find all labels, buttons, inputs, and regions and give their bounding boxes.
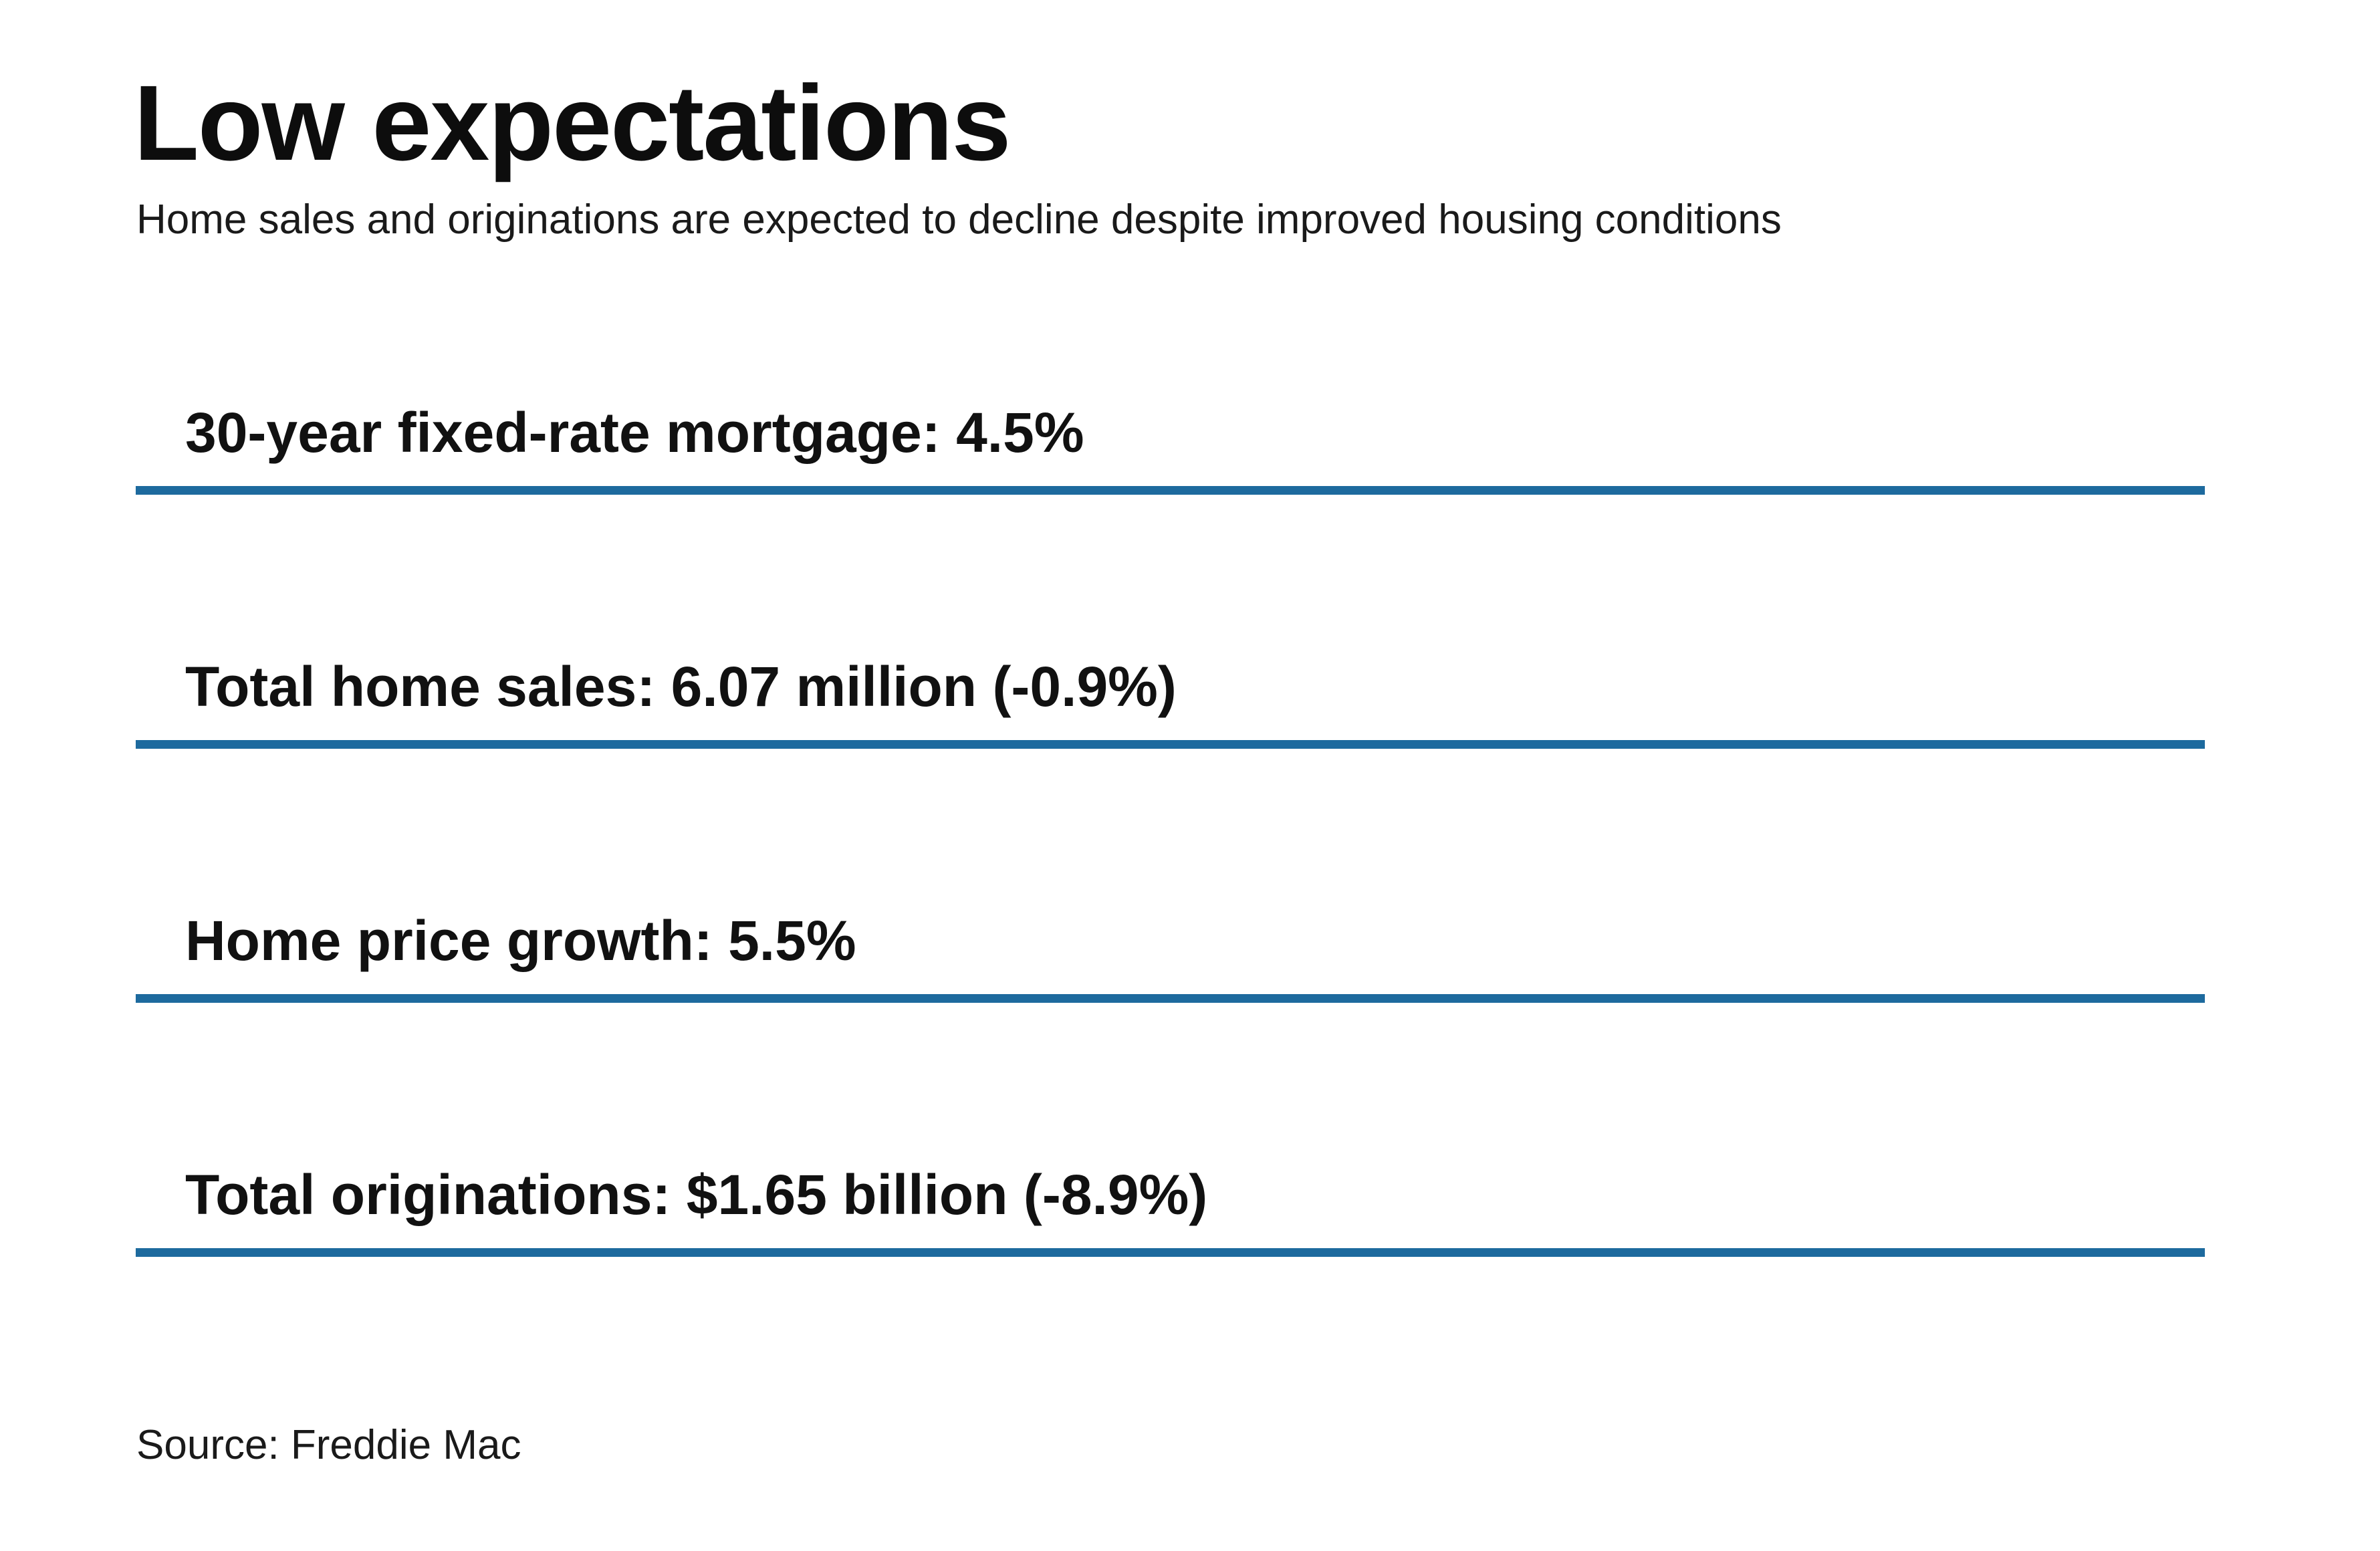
metric-label: Total originations: $1.65 billion (-8.9%…: [185, 1163, 1208, 1226]
page-subtitle: Home sales and originations are expected…: [136, 197, 1782, 243]
metric-row-mortgage-rate: 30-year fixed-rate mortgage: 4.5%: [136, 404, 2205, 495]
metric-row-originations: Total originations: $1.65 billion (-8.9%…: [136, 1167, 2205, 1257]
metric-row-price-growth: Home price growth: 5.5%: [136, 913, 2205, 1003]
metric-label: Total home sales: 6.07 million (-0.9%): [185, 655, 1177, 718]
source-attribution: Source: Freddie Mac: [136, 1422, 521, 1468]
page-title: Low expectations: [134, 63, 1011, 183]
metric-label: 30-year fixed-rate mortgage: 4.5%: [185, 401, 1084, 464]
metric-label: Home price growth: 5.5%: [185, 909, 856, 972]
metric-row-home-sales: Total home sales: 6.07 million (-0.9%): [136, 659, 2205, 749]
